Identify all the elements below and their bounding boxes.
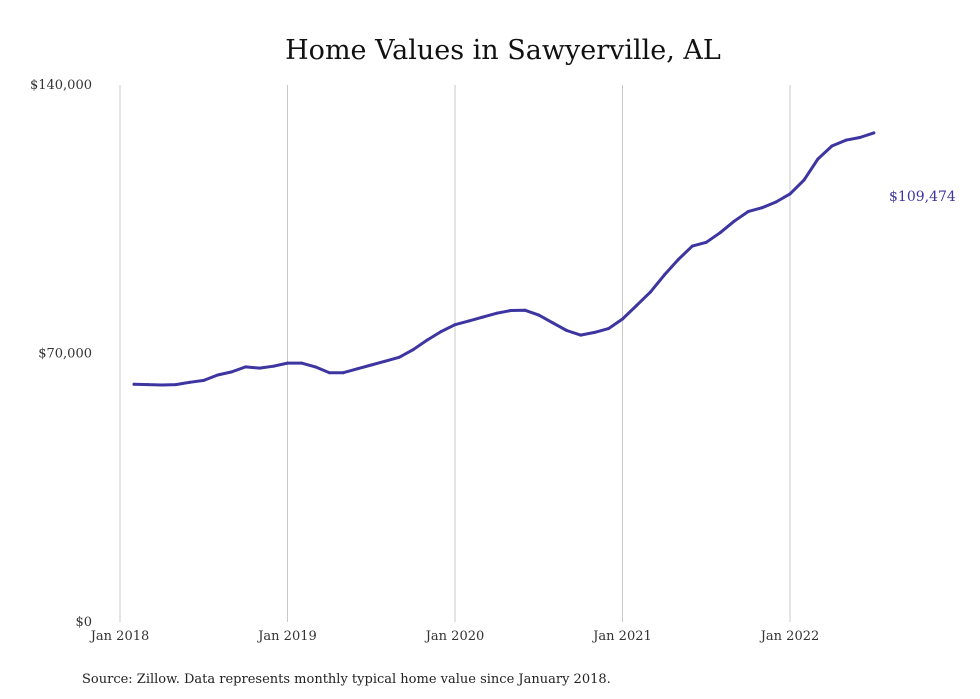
data-point-2020-05 [509,309,513,312]
data-point-2021-03 [648,290,652,294]
data-point-2022-01 [788,192,792,196]
data-point-2020-09 [565,329,569,332]
data-point-2021-01 [621,317,624,321]
data-point-2019-10 [411,348,415,352]
data-point-2019-04 [327,371,331,375]
data-point-2022-05 [844,138,848,142]
data-point-2022-02 [802,178,806,182]
data-point-2019-03 [313,365,317,369]
data-point-2019-12 [439,330,443,334]
x-tick-jan-2020: Jan 2020 [424,629,485,644]
data-point-2019-02 [300,361,303,365]
y-tick-0: $0 [75,615,92,630]
data-point-2018-06 [188,380,192,384]
data-point-2019-09 [397,355,401,359]
data-point-2020-08 [551,321,555,325]
data-point-2020-11 [593,330,597,334]
data-point-2019-01 [286,361,289,365]
data-point-2021-07 [704,240,708,244]
data-point-2018-03 [146,383,150,387]
data-points [132,131,876,387]
data-point-2020-06 [523,308,527,312]
data-point-2019-11 [425,338,429,342]
data-point-2018-09 [230,370,234,374]
data-point-2018-12 [272,364,275,368]
data-point-2021-06 [690,244,694,248]
data-point-2019-05 [341,371,345,375]
x-tick-jan-2022: Jan 2022 [759,629,820,644]
data-point-2021-05 [676,258,680,261]
data-point-2018-08 [216,373,220,377]
data-point-2021-02 [635,304,638,308]
data-point-2020-12 [607,327,610,331]
data-point-2020-02 [467,319,471,323]
data-point-2018-11 [258,366,262,370]
y-tick-140-000: $140,000 [30,78,92,93]
data-point-2020-01 [453,323,457,327]
chart-title: Home Values in Sawyerville, AL [285,35,721,66]
vertical-gridlines [119,85,791,622]
data-point-2021-04 [662,273,666,277]
data-point-2019-07 [369,363,373,367]
x-tick-jan-2019: Jan 2019 [256,629,317,644]
data-point-2018-04 [160,383,164,387]
data-point-2022-06 [858,136,862,139]
data-point-2021-12 [774,200,778,204]
data-point-2021-08 [718,231,722,235]
data-point-2022-07 [872,131,876,135]
y-tick-70-000: $70,000 [38,347,92,362]
data-point-2021-10 [746,210,750,214]
data-point-2018-05 [174,383,178,387]
data-point-2020-04 [495,311,499,315]
data-point-2018-02 [132,382,136,386]
x-tick-jan-2018: Jan 2018 [89,629,150,644]
x-tick-jan-2021: Jan 2021 [591,629,652,644]
data-point-2020-03 [481,315,485,319]
data-point-2018-10 [244,365,248,369]
data-point-2020-07 [537,313,541,317]
data-point-2021-09 [732,219,736,223]
data-point-2022-04 [830,144,834,148]
data-point-2018-07 [202,378,206,382]
end-value-label: $109,474 [889,189,956,205]
home-value-line [132,131,876,387]
y-axis-tick-labels: $0 $70,000 $140,000 [30,78,92,630]
data-point-2019-06 [355,367,359,371]
x-axis-tick-labels: Jan 2018 Jan 2019 Jan 2020 Jan 2021 Jan 2022 [89,629,820,644]
data-point-2019-08 [383,359,387,363]
data-point-2022-03 [816,157,820,161]
data-point-2020-10 [579,333,583,337]
data-point-2021-11 [760,206,764,210]
source-note: Source: Zillow. Data represents monthly … [82,672,611,687]
